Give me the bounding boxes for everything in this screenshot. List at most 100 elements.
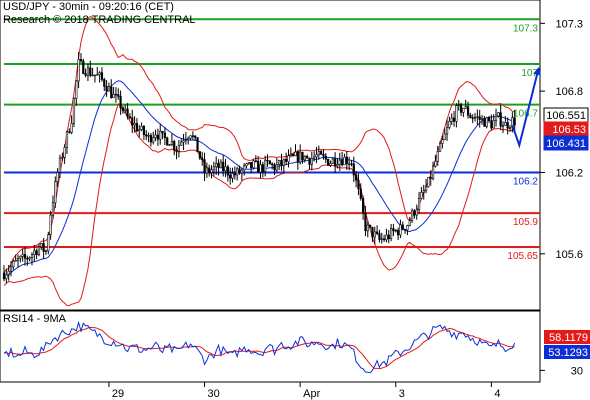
candle-body: [331, 158, 334, 164]
candle-body: [105, 86, 108, 92]
candle-body: [483, 117, 486, 127]
candle-body: [417, 197, 421, 210]
candle-body: [126, 108, 129, 118]
candle-body: [336, 164, 339, 167]
candle-body: [222, 161, 225, 172]
candle-body: [301, 151, 304, 161]
price-tag-label: 106.431: [546, 138, 586, 150]
candle-body: [175, 149, 178, 152]
candle-body: [163, 132, 166, 139]
candle-body: [438, 143, 442, 152]
candle-body: [26, 257, 29, 260]
candle-body: [506, 122, 509, 129]
candle-body: [133, 123, 136, 126]
candle-body: [140, 126, 143, 130]
candle-body: [47, 234, 50, 252]
rsi-panel: RSI14 - 9MA 30 58.1179 53.1293: [0, 310, 590, 383]
candle-body: [119, 96, 122, 109]
candle-body: [396, 230, 400, 236]
candle-body: [264, 159, 267, 172]
candle-body: [317, 151, 320, 156]
candle-body: [436, 151, 439, 162]
candle-body: [359, 188, 362, 199]
candle-body: [427, 176, 430, 188]
candle-body: [457, 104, 460, 106]
rsi-axis: 30: [540, 365, 583, 377]
candle-body: [156, 134, 160, 140]
candle-body: [219, 161, 222, 169]
candle-body: [343, 156, 346, 166]
candle-body: [508, 127, 512, 129]
candle-body: [345, 156, 348, 165]
candle-body: [231, 173, 234, 179]
time-axis-label: 30: [208, 388, 220, 400]
candle-body: [243, 165, 246, 171]
candle-body: [173, 141, 176, 151]
candle-body: [182, 140, 185, 143]
candle-body: [459, 104, 463, 113]
candle-body: [138, 129, 141, 132]
candle-body: [273, 164, 276, 171]
candle-body: [410, 210, 414, 221]
candle-body: [462, 107, 465, 113]
level-label: 107.3: [513, 23, 538, 34]
candle-body: [161, 130, 164, 134]
candle-body: [2, 272, 6, 280]
candle-body: [501, 125, 505, 127]
candlesticks: [2, 52, 516, 284]
candle-body: [107, 86, 111, 92]
candle-body: [233, 173, 236, 176]
rsi-tag-label: 53.1293: [548, 347, 588, 359]
candle-body: [203, 159, 206, 174]
candle-body: [399, 224, 402, 236]
candle-body: [226, 166, 229, 176]
candle-body: [110, 86, 113, 98]
candle-body: [215, 162, 218, 168]
candle-body: [128, 116, 132, 119]
candle-body: [254, 160, 257, 162]
candle-body: [420, 192, 423, 199]
candle-body: [422, 190, 425, 193]
candle-body: [42, 243, 45, 252]
candle-body: [492, 120, 495, 129]
candle-body: [77, 59, 80, 82]
moving-average: [3, 80, 515, 280]
candle-body: [306, 156, 309, 159]
candle-body: [385, 234, 388, 241]
candle-body: [275, 164, 278, 171]
candle-body: [329, 163, 332, 166]
candle-body: [245, 163, 248, 167]
candle-body: [86, 67, 90, 76]
candle-body: [287, 155, 290, 162]
candle-body: [21, 254, 24, 257]
candle-body: [308, 157, 311, 165]
candle-body: [152, 137, 155, 143]
candle-body: [28, 257, 31, 260]
candle-body: [403, 229, 407, 231]
candle-body: [364, 212, 367, 232]
candle-body: [68, 131, 71, 133]
rsi-title: RSI14 - 9MA: [3, 313, 67, 325]
rsi-tags: 58.1179 53.1293: [544, 330, 590, 359]
candle-body: [352, 163, 355, 176]
candle-body: [378, 233, 381, 240]
candle-body: [476, 116, 479, 118]
candle-body: [14, 259, 17, 262]
rsi-line: [3, 320, 516, 374]
candle-body: [499, 112, 502, 127]
candle-body: [485, 117, 488, 127]
candle-body: [177, 145, 180, 152]
candle-body: [23, 254, 27, 259]
level-label: 106.7: [513, 109, 538, 120]
rsi-tag: [544, 330, 590, 344]
candle-body: [49, 214, 52, 236]
candle-body: [82, 60, 85, 74]
candle-body: [504, 122, 507, 126]
candle-body: [168, 144, 171, 146]
candle-body: [142, 126, 146, 135]
candle-body: [445, 127, 449, 135]
candle-body: [303, 156, 306, 161]
candle-body: [58, 157, 62, 173]
candle-body: [54, 181, 57, 204]
time-axis-label: 29: [112, 388, 124, 400]
